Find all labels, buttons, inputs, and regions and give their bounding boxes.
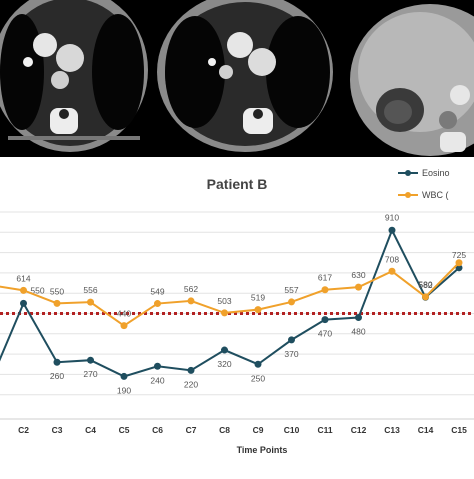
x-tick-label: C15 xyxy=(451,425,467,435)
x-tick-label: C6 xyxy=(152,425,163,435)
x-tick-label: C13 xyxy=(384,425,400,435)
data-label: 556 xyxy=(83,285,97,295)
data-point xyxy=(422,293,429,301)
data-label: 580 xyxy=(418,279,432,289)
data-point xyxy=(321,286,329,294)
data-label: 614 xyxy=(16,273,30,283)
data-point xyxy=(455,264,463,272)
data-point xyxy=(120,372,128,380)
data-label: 470 xyxy=(318,329,332,339)
legend-label-eosino: Eosino xyxy=(422,168,450,178)
legend: Eosino WBC ( xyxy=(398,168,450,200)
legend-marker-eosino xyxy=(405,170,411,176)
legend-label-wbc: WBC ( xyxy=(422,190,449,200)
data-label: 562 xyxy=(184,284,198,294)
x-tick-label: C2 xyxy=(18,425,29,435)
data-label: 910 xyxy=(385,212,399,222)
x-tick-label: C5 xyxy=(119,425,130,435)
chart-area: 1605502602701902402203202503704704809105… xyxy=(0,157,474,474)
x-axis-label: Time Points xyxy=(237,445,288,455)
data-point xyxy=(355,283,362,291)
data-label: 270 xyxy=(83,369,97,379)
data-label: 557 xyxy=(284,285,298,295)
x-axis-ticks: C2 C3 C4 C5 C6 C7 C8 C9 C10 C11 C12 C13 C14 C15 xyxy=(18,425,467,435)
data-label: 440 xyxy=(117,309,131,319)
x-tick-label: C10 xyxy=(284,425,300,435)
x-tick-label: C8 xyxy=(219,425,230,435)
x-tick-label: C11 xyxy=(317,425,332,435)
x-tick-label: C9 xyxy=(253,425,264,435)
data-point xyxy=(87,298,94,306)
data-point xyxy=(187,297,195,305)
x-tick-label: C12 xyxy=(351,425,367,435)
data-label: 250 xyxy=(251,373,265,383)
data-point xyxy=(154,362,161,370)
x-tick-label: C3 xyxy=(52,425,63,435)
data-label: 708 xyxy=(385,254,399,264)
ct-chest-upper-panel xyxy=(0,0,148,157)
data-point xyxy=(87,356,94,364)
data-label: 550 xyxy=(30,285,44,295)
data-label: 550 xyxy=(50,286,64,296)
data-point xyxy=(53,358,61,366)
data-label: 630 xyxy=(351,270,365,280)
data-label: 320 xyxy=(217,359,231,369)
data-point xyxy=(355,314,362,322)
data-label: 503 xyxy=(217,296,231,306)
data-label: 260 xyxy=(50,371,64,381)
data-point xyxy=(388,226,396,234)
line-chart: 1605502602701902402203202503704704809105… xyxy=(0,168,474,455)
data-label: 725 xyxy=(452,250,466,260)
ct-images xyxy=(0,0,474,157)
data-point xyxy=(20,299,27,307)
data-label: 519 xyxy=(251,293,265,303)
data-point xyxy=(321,316,329,324)
data-label: 549 xyxy=(150,287,164,297)
data-point xyxy=(388,267,396,275)
data-label: 240 xyxy=(150,375,164,385)
data-point xyxy=(120,322,128,330)
x-tick-label: C7 xyxy=(186,425,197,435)
data-point xyxy=(187,366,195,374)
ct-abdomen-liver-panel xyxy=(350,0,474,157)
data-label: 480 xyxy=(351,327,365,337)
data-point xyxy=(254,360,262,368)
x-tick-label: C4 xyxy=(85,425,96,435)
ct-image-strip xyxy=(0,0,474,157)
data-label: 190 xyxy=(117,385,131,395)
data-label: 370 xyxy=(284,349,298,359)
data-point xyxy=(288,336,295,344)
data-point xyxy=(455,259,463,267)
series-group: 1605502602701902402203202503704704809105… xyxy=(0,212,466,395)
data-label: 617 xyxy=(318,273,332,283)
data-point xyxy=(154,300,161,308)
legend-marker-wbc xyxy=(405,192,411,198)
x-tick-label: C14 xyxy=(418,425,434,435)
grid-lines xyxy=(0,211,474,420)
data-point xyxy=(221,309,228,317)
data-label: 220 xyxy=(184,379,198,389)
data-point xyxy=(254,306,262,314)
data-point xyxy=(20,286,27,294)
data-label: 582 xyxy=(418,280,432,290)
data-point xyxy=(221,346,228,354)
data-point xyxy=(288,298,295,306)
chart-title: Patient B xyxy=(207,176,268,192)
series-eosino: 1605502602701902402203202503704704809105… xyxy=(0,212,466,395)
ct-chest-lower-panel xyxy=(150,0,356,157)
data-point xyxy=(53,299,61,307)
